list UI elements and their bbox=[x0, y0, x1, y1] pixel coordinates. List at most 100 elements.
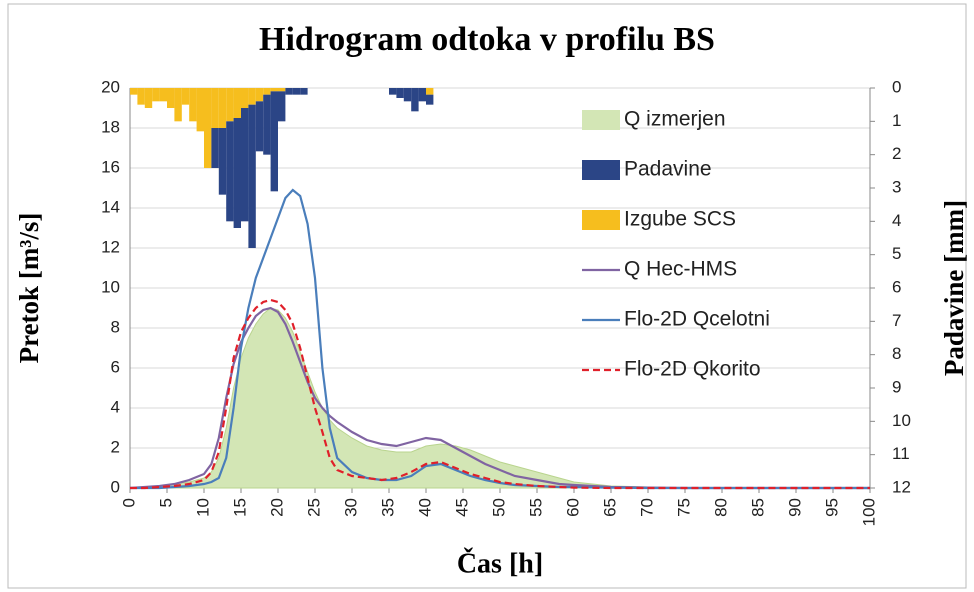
bar bbox=[181, 88, 190, 105]
x-tick-label: 30 bbox=[341, 498, 360, 517]
x-tick-label: 80 bbox=[711, 498, 730, 517]
x-tick-label: 85 bbox=[748, 498, 767, 517]
bar bbox=[418, 88, 426, 102]
y2-tick-label: 7 bbox=[892, 311, 901, 330]
x-tick-label: 95 bbox=[822, 498, 841, 517]
y2-tick-label: 8 bbox=[892, 344, 901, 363]
y2-tick-label: 10 bbox=[892, 411, 911, 430]
x-tick-label: 55 bbox=[526, 498, 545, 517]
x-tick-label: 65 bbox=[600, 498, 619, 517]
y-tick-label: 14 bbox=[101, 197, 120, 216]
y2-tick-label: 0 bbox=[892, 77, 901, 96]
legend-label: Q izmerjen bbox=[624, 108, 726, 131]
x-tick-label: 90 bbox=[785, 498, 804, 517]
bar bbox=[174, 88, 182, 122]
y-tick-label: 16 bbox=[101, 157, 120, 176]
y-tick-label: 0 bbox=[111, 477, 120, 496]
y2-tick-label: 1 bbox=[892, 111, 901, 130]
x-tick-label: 45 bbox=[452, 498, 471, 517]
bar bbox=[396, 88, 404, 98]
y2-tick-label: 2 bbox=[892, 144, 901, 163]
bar bbox=[270, 88, 278, 92]
bar bbox=[255, 101, 264, 152]
bar bbox=[426, 88, 434, 95]
bar bbox=[248, 104, 256, 249]
y-axis-label: Pretok [m³/s] bbox=[14, 213, 44, 364]
legend-label: Flo-2D Qcelotni bbox=[624, 308, 770, 331]
x-tick-label: 60 bbox=[563, 498, 582, 517]
bar bbox=[233, 118, 241, 228]
bar bbox=[233, 88, 241, 118]
legend-label: Padavine bbox=[624, 158, 712, 181]
y2-tick-label: 11 bbox=[892, 444, 910, 463]
x-tick-label: 40 bbox=[415, 498, 434, 517]
bar bbox=[263, 94, 271, 155]
bar bbox=[144, 88, 153, 108]
bar bbox=[159, 88, 167, 102]
y2-tick-label: 5 bbox=[892, 244, 901, 263]
x-tick-label: 15 bbox=[230, 498, 249, 517]
bar bbox=[285, 88, 293, 95]
y2-tick-label: 9 bbox=[892, 377, 901, 396]
bar bbox=[226, 88, 234, 122]
bar bbox=[241, 108, 249, 222]
x-tick-label: 100 bbox=[859, 498, 878, 526]
bar bbox=[278, 88, 286, 92]
y2-tick-label: 4 bbox=[892, 211, 901, 230]
y-tick-label: 20 bbox=[101, 77, 120, 96]
y-tick-label: 2 bbox=[111, 437, 120, 456]
y2-axis-label: Padavine [mm] bbox=[939, 200, 969, 376]
bar bbox=[248, 88, 256, 105]
bar bbox=[226, 121, 234, 222]
area bbox=[130, 307, 870, 489]
bar bbox=[389, 88, 397, 95]
line bbox=[129, 306, 870, 490]
bar bbox=[130, 88, 138, 95]
bar bbox=[167, 88, 175, 108]
x-tick-label: 25 bbox=[304, 498, 323, 517]
legend-symbol bbox=[582, 210, 620, 230]
bar bbox=[152, 88, 160, 102]
bar bbox=[241, 88, 249, 108]
y2-tick-label: 6 bbox=[892, 277, 901, 296]
x-tick-label: 0 bbox=[119, 498, 138, 507]
bar bbox=[196, 88, 204, 132]
x-tick-label: 75 bbox=[674, 498, 693, 517]
legend-symbol bbox=[582, 160, 620, 180]
bar bbox=[218, 128, 227, 195]
bar bbox=[300, 88, 308, 95]
bar bbox=[211, 88, 219, 128]
line bbox=[130, 298, 870, 490]
y-tick-label: 6 bbox=[111, 357, 120, 376]
x-axis-label: Čas [h] bbox=[457, 548, 543, 579]
legend-label: Izgube SCS bbox=[624, 208, 736, 231]
bar bbox=[278, 91, 286, 122]
x-tick-label: 35 bbox=[378, 498, 397, 517]
x-tick-label: 70 bbox=[637, 498, 656, 517]
bar bbox=[211, 128, 219, 168]
x-tick-label: 50 bbox=[489, 498, 508, 517]
x-tick-label: 20 bbox=[267, 498, 286, 517]
y2-tick-label: 3 bbox=[892, 177, 901, 196]
y-tick-label: 10 bbox=[101, 277, 120, 296]
y-tick-label: 18 bbox=[101, 117, 120, 136]
bar bbox=[189, 88, 197, 122]
chart-title: Hidrogram odtoka v profilu BS bbox=[259, 21, 715, 58]
y-tick-label: 4 bbox=[111, 397, 120, 416]
legend-label: Q Hec-HMS bbox=[624, 258, 737, 281]
bar bbox=[137, 88, 145, 105]
bar bbox=[270, 91, 278, 192]
y-tick-label: 12 bbox=[101, 237, 120, 256]
bar bbox=[426, 94, 434, 105]
y-tick-label: 8 bbox=[111, 317, 120, 336]
bar bbox=[255, 88, 264, 102]
y2-tick-label: 12 bbox=[892, 477, 911, 496]
x-tick-label: 5 bbox=[156, 498, 175, 507]
bar bbox=[204, 88, 212, 168]
legend-symbol bbox=[582, 110, 620, 130]
legend-label: Flo-2D Qkorito bbox=[624, 358, 761, 381]
bar bbox=[411, 88, 419, 112]
x-tick-label: 10 bbox=[193, 498, 212, 517]
bar bbox=[403, 88, 412, 102]
